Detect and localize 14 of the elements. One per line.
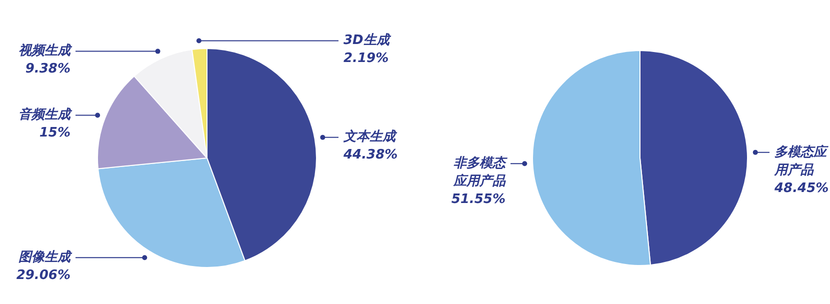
legend-label: 文本生成 <box>342 128 398 145</box>
data-label: 9.38% <box>25 62 70 77</box>
slice-label: 图像生成 <box>18 250 72 265</box>
slice-label: 视频生成 <box>18 42 72 59</box>
data-label: 29.06% <box>16 268 70 283</box>
data-label: 2.19% <box>344 51 389 66</box>
slice-label: 音频生成 <box>18 106 72 123</box>
legend-label: 多模态应用产品 <box>774 144 828 178</box>
data-label: 48.45% <box>774 180 829 196</box>
slice-label: 非多模态应用产品 <box>452 154 508 189</box>
data-label: 51.55% <box>451 192 506 207</box>
slice-label: 3D生成 <box>344 33 392 48</box>
data-label: 15% <box>39 126 70 141</box>
data-label: 44.38% <box>342 148 398 163</box>
